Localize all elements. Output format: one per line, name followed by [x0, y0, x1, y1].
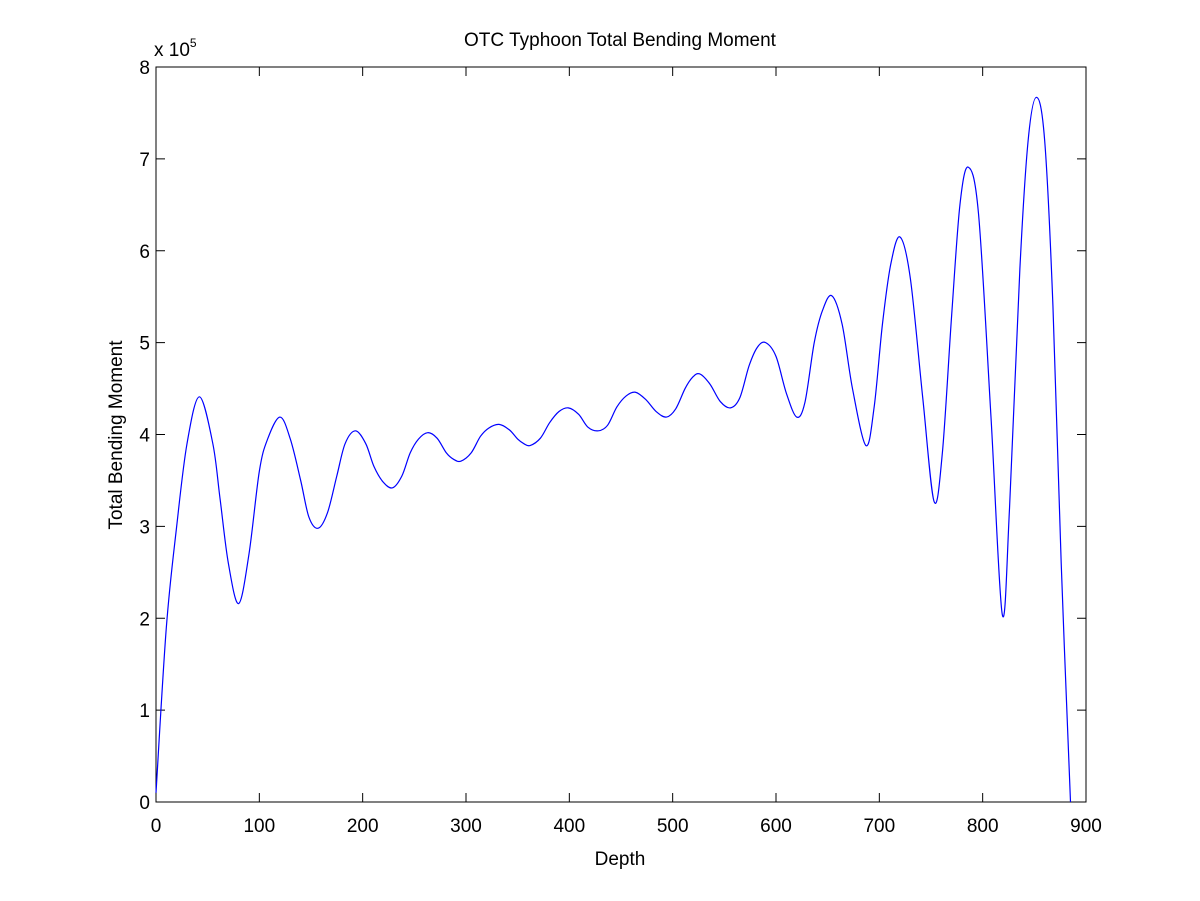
y-multiplier-exponent: 5: [190, 36, 197, 50]
y-tick-label: 8: [139, 58, 150, 79]
y-multiplier-base: x 10: [154, 40, 190, 61]
x-tick-label: 600: [760, 816, 792, 837]
x-axis-label: Depth: [595, 849, 646, 870]
y-tick-label: 2: [139, 609, 150, 630]
y-tick-label: 4: [139, 426, 150, 447]
x-tick-label: 200: [347, 816, 379, 837]
y-tick-label: 6: [139, 242, 150, 263]
chart-title: OTC Typhoon Total Bending Moment: [464, 30, 777, 51]
plot-frame: [155, 66, 1087, 803]
y-tick-label: 7: [139, 150, 150, 171]
data-line: [155, 96, 1072, 803]
x-tick-label: 500: [657, 816, 689, 837]
x-tick-label: 100: [243, 816, 275, 837]
x-tick-label: 400: [553, 816, 585, 837]
y-axis-label: Total Bending Moment: [106, 340, 127, 530]
x-tick-label: 900: [1070, 816, 1102, 837]
x-tick-label: 800: [967, 816, 999, 837]
y-tick-label: 3: [139, 517, 150, 538]
y-tick-label: 1: [139, 701, 150, 722]
x-tick-label: 300: [450, 816, 482, 837]
y-multiplier: x 105: [154, 36, 197, 61]
x-tick-label: 0: [151, 816, 162, 837]
x-tick-label: 700: [863, 816, 895, 837]
y-tick-label: 0: [139, 793, 150, 814]
y-tick-label: 5: [139, 334, 150, 355]
